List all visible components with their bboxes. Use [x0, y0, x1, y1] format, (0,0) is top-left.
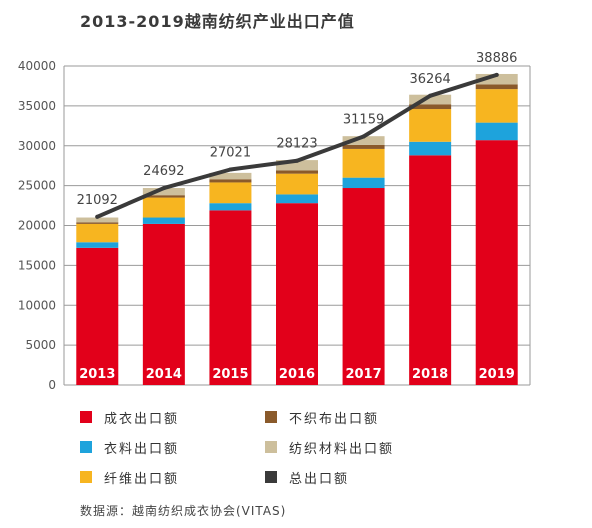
legend-label-garment: 成衣出口额	[104, 411, 180, 427]
y-tick-label: 30000	[18, 139, 56, 153]
bar-segment	[409, 104, 452, 110]
total-value-label: 38886	[476, 51, 517, 66]
legend-item-material: 纺织材料出口额	[265, 438, 500, 457]
legend-label-total: 总出口额	[289, 471, 350, 487]
x-category-label: 2015	[212, 367, 248, 382]
bar-segment	[142, 223, 185, 385]
y-tick-label: 35000	[18, 99, 56, 113]
data-labels: 2013 2014 2015 2016 2017 2018 2019 21092 24692 27…	[77, 51, 518, 382]
chart-title: 2013-2019越南纺织产业出口产值	[80, 12, 355, 31]
total-line-point	[161, 186, 166, 191]
y-axis: 0 5000 10000 15000 20000 25000 30000 35000 40000	[18, 59, 56, 392]
bar-segment	[209, 210, 252, 385]
legend-swatch-fiber	[80, 471, 92, 483]
bar-segment	[76, 217, 119, 223]
bar-segment	[209, 203, 252, 211]
total-line-point	[494, 72, 499, 77]
bar-segment	[209, 179, 252, 183]
bar-segment	[409, 109, 452, 142]
x-category-label: 2016	[279, 367, 315, 382]
legend: 成衣出口额 不织布出口额 衣料出口额 纺织材料出口额 纤维出口额 总出口额	[80, 408, 500, 487]
x-category-label: 2014	[146, 367, 182, 382]
bar-segment	[276, 170, 318, 174]
bar-segment	[276, 160, 318, 171]
bar-segment	[142, 197, 185, 218]
bar-segment	[409, 155, 452, 385]
bar-segment	[342, 144, 385, 149]
y-tick-label: 10000	[18, 298, 56, 312]
legend-item-fabric: 衣料出口额	[80, 438, 265, 457]
total-value-label: 27021	[210, 146, 251, 161]
bar-segment	[142, 195, 185, 198]
bar-segment	[76, 247, 119, 385]
stacked-bar-chart: 0 5000 10000 15000 20000 25000 30000 35000 40000…	[18, 51, 531, 392]
legend-label-fabric: 衣料出口额	[104, 441, 180, 457]
bar-segment	[76, 223, 119, 243]
legend-swatch-garment	[80, 411, 92, 423]
x-category-label: 2017	[345, 367, 381, 382]
legend-swatch-nonwoven	[265, 411, 277, 423]
bar-segment	[409, 141, 452, 156]
total-line-point	[228, 167, 233, 172]
total-line-point	[95, 214, 100, 219]
legend-item-garment: 成衣出口额	[80, 408, 265, 427]
y-tick-label: 25000	[18, 179, 56, 193]
x-category-label: 2013	[79, 367, 115, 382]
bar-segment	[142, 188, 185, 196]
bar-segment	[475, 89, 518, 123]
bar-segment	[142, 217, 185, 224]
total-line-point	[295, 158, 299, 163]
bar-segment	[76, 242, 119, 248]
bar-segment	[209, 182, 252, 204]
bar-segment	[475, 73, 518, 85]
legend-label-nonwoven: 不织布出口额	[289, 411, 380, 427]
total-value-label: 31159	[343, 113, 384, 128]
bar-segment	[342, 136, 385, 145]
x-category-label: 2018	[412, 367, 448, 382]
total-value-label: 21092	[77, 193, 118, 208]
legend-label-fiber: 纤维出口额	[104, 471, 180, 487]
legend-item-fiber: 纤维出口额	[80, 468, 265, 487]
bar-segment	[475, 122, 518, 141]
total-value-label: 24692	[143, 164, 184, 179]
legend-item-total: 总出口额	[265, 468, 500, 487]
total-value-label: 36264	[409, 72, 450, 87]
bar-segment	[409, 94, 452, 105]
bar-segment	[76, 222, 119, 224]
y-tick-label: 5000	[25, 338, 56, 352]
total-line	[95, 72, 499, 219]
total-line-point	[428, 93, 433, 98]
total-line-point	[361, 134, 366, 139]
legend-swatch-material	[265, 441, 277, 453]
bar-segment	[342, 177, 385, 189]
bar-segment	[276, 194, 318, 204]
bar-segment	[276, 203, 318, 385]
source-note: 数据源：越南纺织成衣协会(VITAS)	[80, 504, 287, 518]
bar-segment	[342, 188, 385, 385]
y-tick-label: 0	[48, 378, 56, 392]
y-tick-label: 15000	[18, 258, 56, 272]
total-value-label: 28123	[276, 137, 317, 152]
bar-segment	[342, 148, 385, 178]
bar-segment	[276, 173, 318, 195]
x-category-label: 2019	[479, 367, 515, 382]
bar-segment	[475, 140, 518, 385]
bars	[76, 73, 518, 385]
legend-label-material: 纺织材料出口额	[289, 441, 395, 457]
y-tick-label: 20000	[18, 219, 56, 233]
legend-swatch-total	[265, 471, 277, 483]
bar-segment	[475, 84, 518, 90]
bar-segment	[209, 172, 252, 180]
y-tick-label: 40000	[18, 59, 56, 73]
legend-swatch-fabric	[80, 441, 92, 453]
legend-item-nonwoven: 不织布出口额	[265, 408, 500, 427]
